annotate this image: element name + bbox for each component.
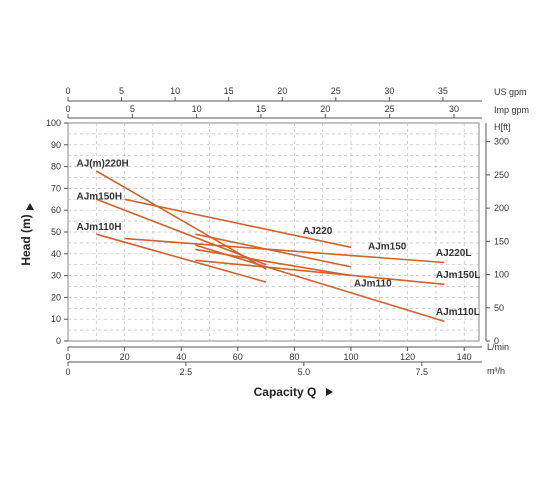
curve-ajm110l (195, 244, 445, 323)
m3h-tick-label: 5.0 (298, 367, 311, 377)
y-tick-label: 30 (51, 271, 61, 281)
y-tick-label: 80 (51, 162, 61, 172)
curve-labels: AJ(m)220H AJm150H AJm110H AJ220 AJm150 AJm110… (76, 159, 480, 318)
imp-gpm-tick-label: 15 (256, 104, 266, 114)
x-tick-label: 120 (400, 352, 415, 362)
imp-gpm-tick-label: 0 (65, 104, 70, 114)
x-tick-label: 80 (289, 352, 299, 362)
ft-unit-label: H[ft] (494, 122, 511, 132)
x-tick-label: 140 (457, 352, 472, 362)
grid (67, 122, 480, 342)
x-tick-label: 0 (65, 352, 70, 362)
us-gpm-tick-label: 20 (277, 86, 287, 96)
y-tick-label: 70 (51, 183, 61, 193)
m3h-tick-label: 0 (65, 367, 70, 377)
us-gpm-tick-label: 30 (384, 86, 394, 96)
curve-label-ajm150: AJm150 (368, 241, 407, 252)
imp-gpm-tick-label: 25 (385, 104, 395, 114)
x-tick-label: 60 (233, 352, 243, 362)
us-gpm-tick-label: 0 (65, 86, 70, 96)
curve-label-aj-m-220h: AJ(m)220H (76, 159, 128, 170)
x-tick-label: 40 (176, 352, 186, 362)
us-gpm-tick-label: 15 (224, 86, 234, 96)
curves (95, 170, 445, 323)
x-tick-label: 20 (120, 352, 130, 362)
curve-label-ajm110l: AJm110L (436, 307, 480, 318)
us-gpm-tick-label: 25 (331, 86, 341, 96)
x-axis-arrow-icon (326, 388, 333, 396)
imp-gpm-tick-label: 10 (192, 104, 202, 114)
curve-label-aj220l: AJ220L (436, 248, 472, 259)
y-tick-label: 90 (51, 140, 61, 150)
ft-tick-label: 250 (494, 170, 509, 180)
curve-ajm110h (96, 233, 267, 283)
imp-gpm-tick-label: 5 (130, 104, 135, 114)
ft-tick-label: 150 (494, 236, 509, 246)
m3h-unit-label: m³/h (487, 366, 505, 376)
imp-gpm-tick-label: 20 (320, 104, 330, 114)
curve-label-ajm150h: AJm150H (76, 191, 122, 202)
y-axis-arrow-icon (26, 203, 34, 210)
y-axis-title: Head (m) (19, 214, 33, 265)
ft-tick-label: 100 (494, 270, 509, 280)
ft-tick-label: 300 (494, 137, 509, 147)
y-tick-label: 10 (51, 314, 61, 324)
curve-label-aj220: AJ220 (303, 226, 333, 237)
curve-label-ajm150l: AJm150L (436, 270, 480, 281)
y-tick-label: 0 (56, 336, 61, 346)
us-gpm-tick-label: 10 (170, 86, 180, 96)
x-unit-label: L/min (487, 342, 509, 352)
ft-tick-label: 50 (494, 303, 504, 313)
curve-ajm150 (195, 233, 352, 268)
curve-label-ajm110h: AJm110H (76, 222, 121, 233)
y-tick-label: 20 (51, 292, 61, 302)
imp-gpm-tick-label: 30 (449, 104, 459, 114)
curve-aj220l (124, 237, 445, 264)
curve-ajm150h (96, 198, 267, 266)
ft-tick-label: 0 (494, 336, 499, 346)
curve-ajm150l (195, 259, 445, 286)
us-gpm-tick-label: 35 (438, 86, 448, 96)
curve-aj-m-220h (95, 170, 267, 270)
us-gpm-tick-label: 5 (119, 86, 124, 96)
imp-gpm-unit-label: Imp gpm (494, 105, 529, 115)
y-tick-label: 60 (51, 205, 61, 215)
x-axis-title: Capacity Q (254, 385, 317, 399)
m3h-tick-label: 7.5 (415, 367, 428, 377)
curve-aj220 (124, 198, 352, 249)
ft-tick-label: 200 (494, 203, 509, 213)
y-tick-label: 100 (46, 118, 61, 128)
x-tick-label: 100 (343, 352, 358, 362)
m3h-tick-label: 2.5 (180, 367, 193, 377)
y-tick-label: 50 (51, 227, 61, 237)
curve-label-ajm110: AJm110 (354, 279, 392, 290)
us-gpm-unit-label: US gpm (494, 87, 527, 97)
y-tick-label: 40 (51, 249, 61, 259)
